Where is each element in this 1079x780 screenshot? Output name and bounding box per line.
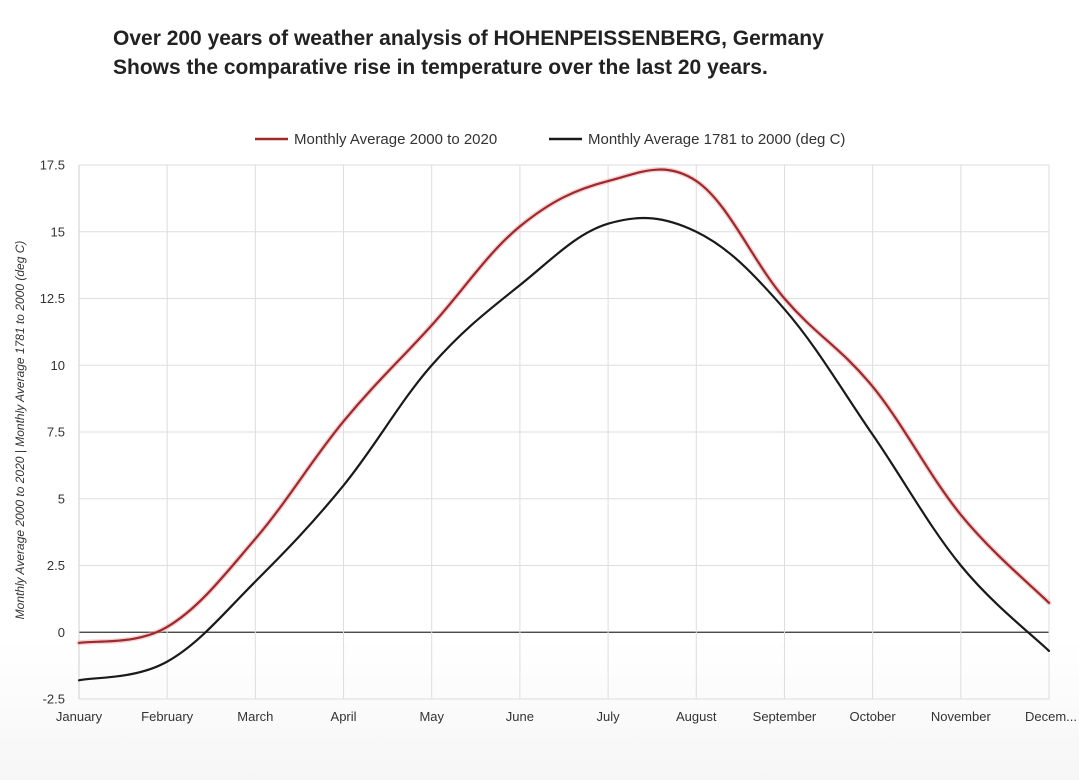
legend: Monthly Average 2000 to 2020 Monthly Aver… (255, 131, 845, 148)
legend-label-2: Monthly Average 1781 to 2000 (deg C) (588, 131, 845, 148)
x-tick-label: January (56, 709, 103, 724)
y-tick-label: 0 (58, 625, 65, 640)
chart-title-line-1: Over 200 years of weather analysis of HO… (113, 27, 824, 50)
legend-label-1: Monthly Average 2000 to 2020 (294, 131, 497, 148)
chart-title: Over 200 years of weather analysis of HO… (113, 24, 824, 82)
axes: -2.5 0 2.5 5 7.5 10 12.5 15 17.5 January February M… (13, 158, 1077, 725)
x-tick-label: February (141, 709, 194, 724)
x-tick-label: June (506, 709, 534, 724)
x-tick-label: October (850, 709, 897, 724)
y-tick-label: 5 (58, 491, 65, 506)
y-tick-label: 12.5 (40, 291, 65, 306)
y-tick-label: 7.5 (47, 425, 65, 440)
x-tick-label: July (597, 709, 621, 724)
y-tick-label: 10 (51, 358, 65, 373)
y-tick-label: 15 (51, 224, 65, 239)
x-tick-label: Decem... (1025, 709, 1077, 724)
x-tick-label: August (676, 709, 717, 724)
x-tick-label: September (753, 709, 817, 724)
x-tick-label: November (931, 709, 992, 724)
series-line-2 (77, 216, 1051, 682)
x-tick-label: April (331, 709, 357, 724)
y-tick-label: 17.5 (40, 158, 65, 173)
y-axis-title: Monthly Average 2000 to 2020 | Monthly A… (13, 241, 27, 620)
series-line-1 (77, 168, 1051, 645)
y-tick-label: 2.5 (47, 558, 65, 573)
chart-title-line-2: Shows the comparative rise in temperatur… (113, 56, 768, 79)
x-tick-label: March (237, 709, 273, 724)
series-lines (76, 167, 1052, 682)
series-line-halo (76, 167, 1052, 646)
x-tick-label: May (419, 709, 444, 724)
y-tick-label: -2.5 (43, 692, 65, 707)
